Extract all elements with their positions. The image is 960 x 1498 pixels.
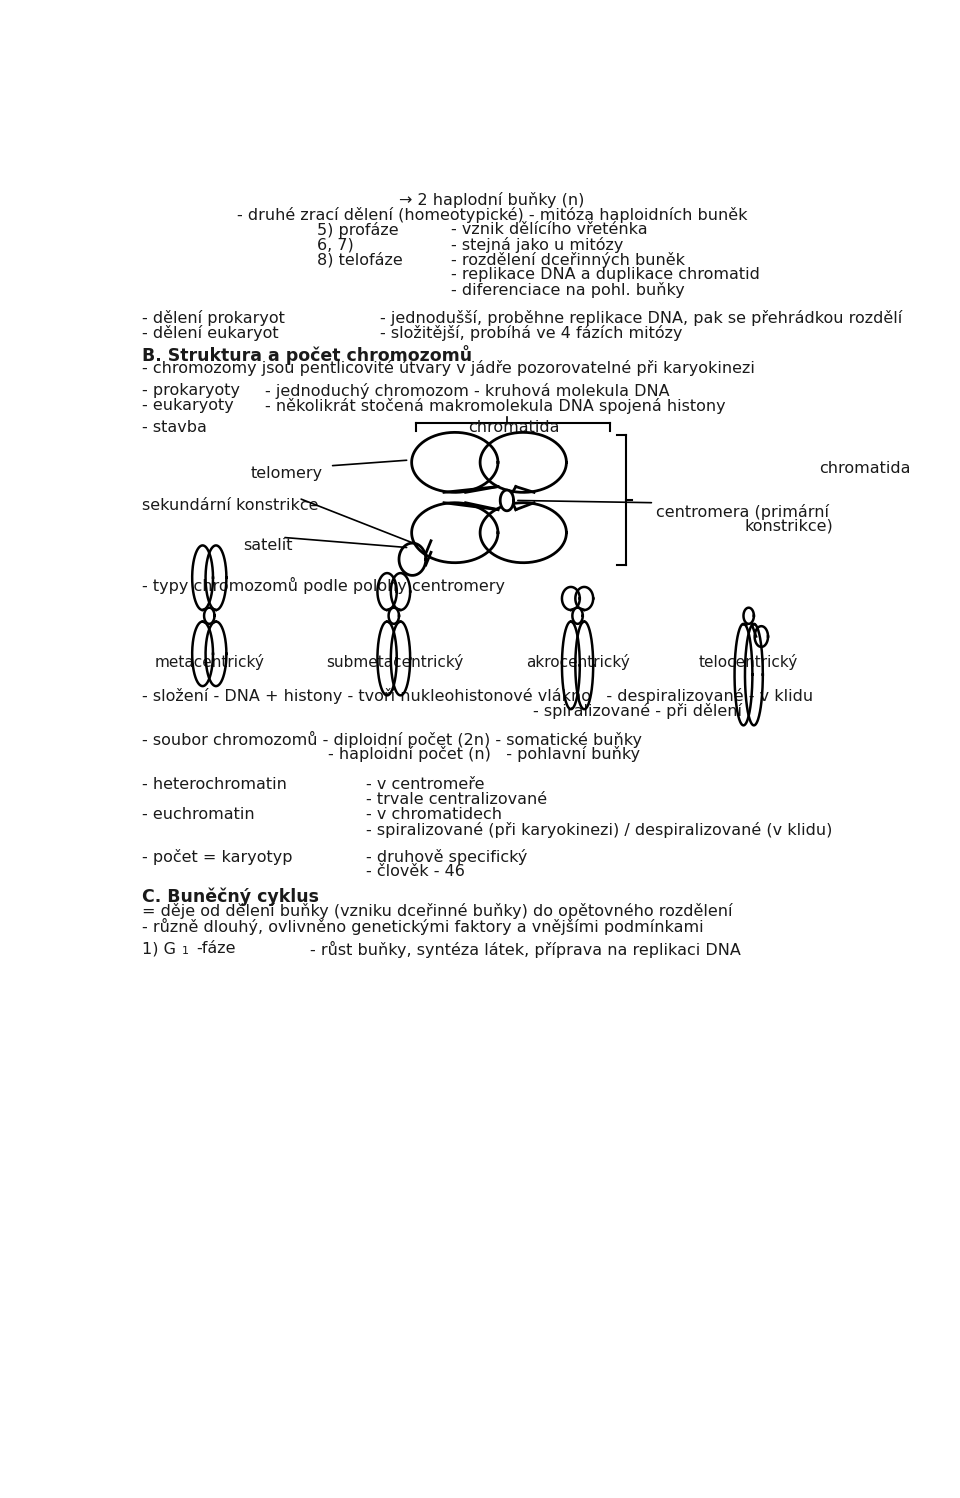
Text: - eukaryoty: - eukaryoty (142, 398, 234, 413)
Text: - diferenciace na pohl. buňky: - diferenciace na pohl. buňky (451, 283, 684, 298)
Text: 1) G: 1) G (142, 941, 177, 956)
Polygon shape (389, 608, 399, 623)
Text: sekundární konstrikce: sekundární konstrikce (142, 499, 319, 514)
Text: - počet = karyotyp: - počet = karyotyp (142, 849, 293, 864)
Text: C. Buněčný cyklus: C. Buněčný cyklus (142, 888, 320, 906)
Text: chromatida: chromatida (820, 461, 911, 476)
Polygon shape (500, 490, 514, 511)
Text: centromera (primární: centromera (primární (656, 503, 828, 520)
Text: - vznik dělícího vřeténka: - vznik dělícího vřeténka (451, 222, 648, 238)
Text: konstrikce): konstrikce) (745, 518, 833, 533)
Text: - jednoduchý chromozom - kruhová molekula DNA: - jednoduchý chromozom - kruhová molekul… (265, 383, 670, 398)
Text: - stavba: - stavba (142, 419, 207, 434)
Text: - druhově specifický: - druhově specifický (366, 849, 527, 864)
Text: - rozdělení dceřinných buněk: - rozdělení dceřinných buněk (451, 253, 685, 268)
Text: telomery: telomery (251, 466, 323, 481)
Text: - replikace DNA a duplikace chromatid: - replikace DNA a duplikace chromatid (451, 268, 760, 283)
Text: satelit: satelit (243, 538, 292, 553)
Text: - trvale centralizované: - trvale centralizované (366, 792, 546, 807)
Text: submetacentrický: submetacentrický (326, 653, 464, 670)
Text: - člověk - 46: - člověk - 46 (366, 864, 465, 879)
Text: - růst buňky, syntéza látek, příprava na replikaci DNA: - růst buňky, syntéza látek, příprava na… (310, 941, 740, 959)
Text: 1: 1 (181, 945, 189, 956)
Text: - dělení prokaryot: - dělení prokaryot (142, 310, 285, 327)
Text: - stejná jako u mitózy: - stejná jako u mitózy (451, 237, 623, 253)
Text: 8) telofáze: 8) telofáze (317, 253, 403, 268)
Polygon shape (204, 608, 214, 623)
Text: - spiralizované (při karyokinezi) / despiralizované (v klidu): - spiralizované (při karyokinezi) / desp… (366, 822, 832, 839)
Text: - jednodušší, proběhne replikace DNA, pak se přehrádkou rozdělí: - jednodušší, proběhne replikace DNA, pa… (380, 310, 902, 327)
Text: B. Struktura a počet chromozomů: B. Struktura a počet chromozomů (142, 345, 472, 364)
Text: akrocentrický: akrocentrický (526, 653, 630, 670)
Polygon shape (572, 608, 583, 623)
Text: - euchromatin: - euchromatin (142, 807, 255, 822)
Text: - složení - DNA + histony - tvoří nukleohistonové vlákno   - despiralizované - v: - složení - DNA + histony - tvoří nukleo… (142, 689, 813, 704)
Text: 5) profáze: 5) profáze (317, 222, 398, 238)
Text: telocentrický: telocentrický (699, 653, 799, 670)
Text: - typy chromozomů podle polohy centromery: - typy chromozomů podle polohy centromer… (142, 577, 505, 593)
Text: - chromozomy jsou pentlicovité útvary v jádře pozorovatelné při karyokinezi: - chromozomy jsou pentlicovité útvary v … (142, 360, 756, 376)
Text: - v centromeře: - v centromeře (366, 777, 484, 792)
Polygon shape (743, 608, 754, 623)
Text: 6, 7): 6, 7) (317, 237, 354, 253)
Text: - spiralizované - při dělení: - spiralizované - při dělení (533, 704, 742, 719)
Text: -fáze: -fáze (197, 941, 236, 956)
Text: - soubor chromozomů - diploidní počet (2n) - somatické buňky: - soubor chromozomů - diploidní počet (2… (142, 731, 642, 748)
Text: - druhé zrací dělení (homeotypické) - mitóza haploidních buněk: - druhé zrací dělení (homeotypické) - mi… (237, 207, 747, 223)
Text: - heterochromatin: - heterochromatin (142, 777, 287, 792)
Text: - složitější, probíhá ve 4 fázích mitózy: - složitější, probíhá ve 4 fázích mitózy (380, 325, 683, 342)
Text: chromatida: chromatida (468, 419, 560, 434)
Text: - několikrát stočená makromolekula DNA spojená histony: - několikrát stočená makromolekula DNA s… (265, 398, 726, 413)
Text: → 2 haplodní buňky (n): → 2 haplodní buňky (n) (399, 192, 585, 208)
Text: - prokaryoty: - prokaryoty (142, 383, 240, 398)
Text: = děje od dělení buňky (vzniku dceřinné buňky) do opětovného rozdělení: = děje od dělení buňky (vzniku dceřinné … (142, 903, 732, 918)
Text: - dělení eukaryot: - dělení eukaryot (142, 325, 279, 342)
Text: metacentrický: metacentrický (155, 653, 264, 670)
Text: - různě dlouhý, ovlivněno genetickými faktory a vnějšími podmínkami: - různě dlouhý, ovlivněno genetickými fa… (142, 918, 704, 935)
Text: - haploidní počet (n)   - pohlavní buňky: - haploidní počet (n) - pohlavní buňky (328, 746, 640, 762)
Text: - v chromatidech: - v chromatidech (366, 807, 501, 822)
